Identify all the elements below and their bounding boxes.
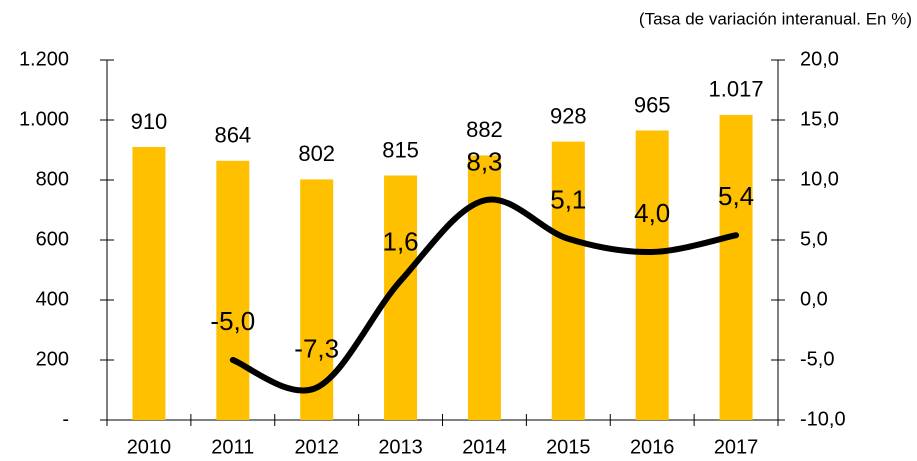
y-tick-label: 600 <box>36 228 69 250</box>
line-label: -5,0 <box>210 306 255 336</box>
x-tick-label: 2016 <box>630 436 675 458</box>
x-tick-label: 2013 <box>378 436 423 458</box>
bar <box>635 130 669 420</box>
bar-label: 965 <box>634 92 671 117</box>
bar-label: 815 <box>382 137 419 162</box>
line-label: 1,6 <box>382 227 418 257</box>
y2-tick-label: 20,0 <box>800 48 839 70</box>
y2-tick-label: 0,0 <box>800 288 828 310</box>
bar-label: 864 <box>214 123 251 148</box>
bar <box>467 155 501 420</box>
line-label: -7,3 <box>294 333 339 363</box>
line-label: 5,1 <box>550 185 586 215</box>
x-tick-label: 2012 <box>294 436 339 458</box>
bar <box>132 147 166 420</box>
bar <box>551 141 585 420</box>
bar-label: 910 <box>131 109 168 134</box>
y-tick-label: - <box>62 408 69 430</box>
y2-tick-label: 10,0 <box>800 168 839 190</box>
line-label: 5,4 <box>718 181 754 211</box>
chart-subtitle: (Tasa de variación interanual. En %) <box>639 9 912 28</box>
bar <box>719 114 753 421</box>
bar-label: 1.017 <box>709 77 764 102</box>
x-tick-label: 2011 <box>211 436 254 458</box>
y-tick-label: 400 <box>36 288 69 310</box>
bar-label: 882 <box>466 117 503 142</box>
line <box>229 196 740 394</box>
y2-tick-label: -10,0 <box>800 408 846 430</box>
x-tick-label: 2014 <box>462 436 507 458</box>
y2-tick-label: -5,0 <box>800 348 834 370</box>
bar-label: 802 <box>298 141 335 166</box>
y-tick-label: 800 <box>36 168 69 190</box>
y2-tick-label: 5,0 <box>800 228 828 250</box>
y-tick-label: 1.000 <box>19 108 69 130</box>
x-tick-label: 2010 <box>127 436 172 458</box>
line-label: 4,0 <box>634 198 670 228</box>
y-tick-label: 200 <box>36 348 69 370</box>
x-tick-label: 2017 <box>714 436 759 458</box>
y2-tick-label: 15,0 <box>800 108 839 130</box>
line-label: 8,3 <box>466 146 502 176</box>
bar <box>216 160 250 421</box>
y-tick-label: 1.200 <box>19 48 69 70</box>
bar <box>300 179 334 420</box>
x-tick-label: 2015 <box>546 436 591 458</box>
bar-label: 928 <box>550 103 587 128</box>
